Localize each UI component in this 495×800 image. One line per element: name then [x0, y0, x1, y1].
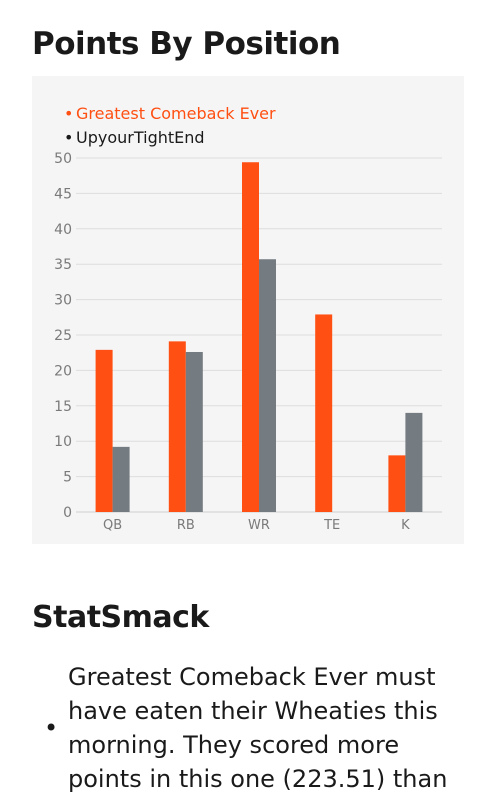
y-tick-label-15: 15 [54, 399, 72, 415]
bar-series-1-wr [242, 162, 259, 513]
y-tick-label-5: 5 [63, 470, 72, 486]
y-tick-label-40: 40 [54, 222, 72, 238]
x-tick-label-qb: QB [103, 518, 122, 533]
legend-dot-series-2: • [64, 128, 74, 147]
y-tick-label-45: 45 [54, 186, 72, 202]
statsmack-text: Greatest Comeback Ever must have eaten t… [68, 663, 448, 793]
x-tick-label-wr: WR [248, 518, 270, 533]
x-tick-label-te: TE [323, 518, 340, 533]
bar-series-2-qb [112, 446, 130, 512]
page-title: Points By Position [32, 26, 341, 62]
legend-label-series-1: Greatest Comeback Ever [76, 104, 276, 123]
statsmack-title: StatSmack [32, 600, 209, 635]
y-tick-label-20: 20 [54, 363, 72, 379]
bullet-icon: • [44, 714, 59, 742]
bar-series-2-rb [185, 351, 203, 512]
bar-series-1-te [315, 314, 333, 512]
y-tick-label-0: 0 [63, 505, 72, 521]
legend-item-series-1[interactable]: • Greatest Comeback Ever [64, 102, 276, 126]
bar-series-1-rb [168, 341, 186, 512]
bar-series-1-qb [95, 349, 113, 512]
legend-item-series-2[interactable]: • UpyourTightEnd [64, 126, 276, 150]
legend-dot-series-1: • [64, 104, 74, 123]
x-tick-label-k: K [401, 518, 410, 533]
bar-series-2-k [405, 412, 423, 512]
y-tick-label-35: 35 [54, 257, 72, 273]
bar-series-1-k [388, 455, 406, 512]
x-tick-label-rb: RB [177, 518, 195, 533]
statsmack-list-item: • Greatest Comeback Ever must have eaten… [44, 660, 464, 796]
chart-legend: • Greatest Comeback Ever • UpyourTightEnd [64, 102, 276, 150]
legend-label-series-2: UpyourTightEnd [76, 128, 205, 147]
y-tick-label-25: 25 [54, 328, 72, 344]
y-tick-label-50: 50 [54, 151, 72, 167]
bar-series-2-wr [259, 259, 276, 512]
y-tick-label-30: 30 [54, 293, 72, 309]
y-tick-label-10: 10 [54, 434, 72, 450]
